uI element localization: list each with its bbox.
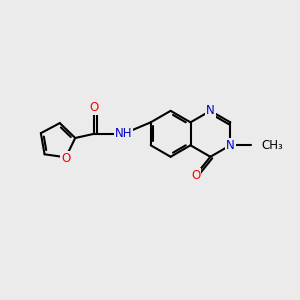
Text: O: O bbox=[191, 169, 200, 182]
Text: O: O bbox=[61, 152, 70, 165]
Text: NH: NH bbox=[115, 127, 132, 140]
Text: O: O bbox=[89, 101, 99, 114]
Text: N: N bbox=[226, 139, 235, 152]
Text: N: N bbox=[206, 104, 215, 117]
Text: CH₃: CH₃ bbox=[262, 139, 283, 152]
